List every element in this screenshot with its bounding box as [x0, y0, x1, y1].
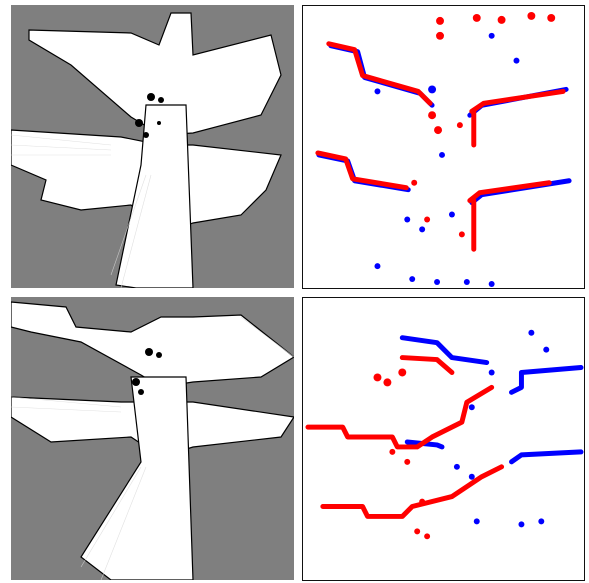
map-bottom-svg: [11, 301, 294, 580]
scan-red-mid-right: [467, 180, 552, 204]
map-panel-bottom: [11, 297, 294, 580]
scan-blue-upper: [399, 335, 490, 366]
free-space-corridor: [80, 376, 194, 580]
free-space-upper-wing: [28, 12, 282, 136]
scan-panel-top: [302, 5, 585, 289]
scan-blue-mid: [404, 439, 445, 450]
scan-red-mid-left: [315, 150, 409, 191]
scan-panel-bottom: [302, 297, 585, 581]
scan-bottom-svg: [305, 329, 584, 540]
map-top-svg: [11, 12, 282, 288]
scan-red-right-upper: [469, 88, 566, 114]
scan-red-upper: [399, 355, 455, 375]
scan-blue-upper: [328, 43, 435, 108]
free-space-upper-wing: [11, 301, 294, 388]
scan-top-svg: [315, 11, 572, 288]
map-panel-top: [11, 5, 294, 288]
scan-blue-right: [509, 365, 584, 395]
free-space-corridor: [115, 104, 194, 288]
scan-blue-lower-right: [509, 449, 584, 465]
scan-red-lower: [320, 464, 505, 519]
scan-red-upper: [326, 41, 433, 106]
scan-red-long: [305, 384, 495, 450]
